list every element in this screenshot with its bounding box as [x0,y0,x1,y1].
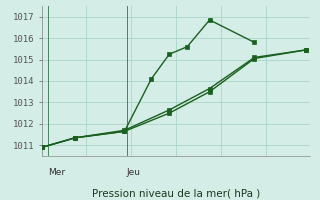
Text: Jeu: Jeu [127,168,141,177]
Text: Mer: Mer [48,168,66,177]
Text: Pression niveau de la mer( hPa ): Pression niveau de la mer( hPa ) [92,189,260,199]
